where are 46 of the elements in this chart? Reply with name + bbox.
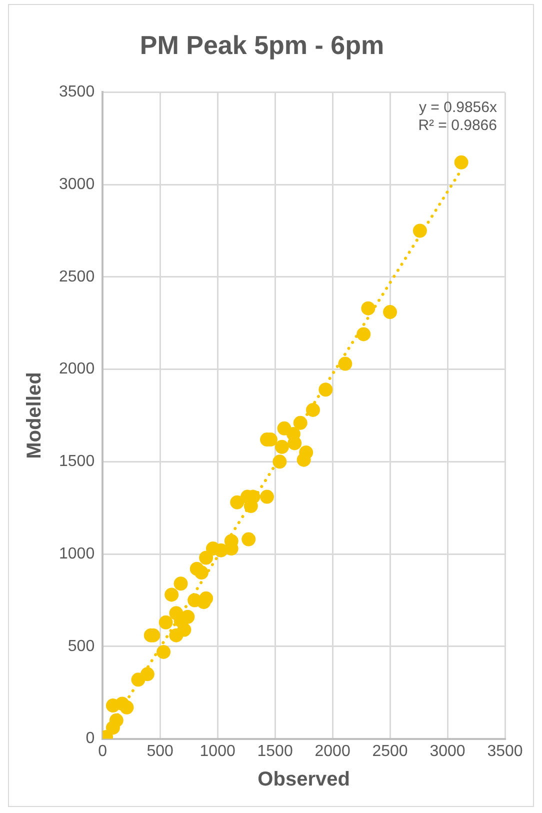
point bbox=[383, 305, 398, 320]
point bbox=[230, 495, 244, 510]
chart-title: PM Peak 5pm - 6pm bbox=[140, 30, 384, 60]
point bbox=[174, 576, 188, 591]
point bbox=[260, 490, 274, 504]
y-tick-label: 1500 bbox=[59, 453, 95, 470]
x-tick-label: 3500 bbox=[487, 742, 523, 760]
x-tick-label: 2500 bbox=[372, 742, 408, 760]
point bbox=[156, 644, 171, 659]
y-tick-label: 1000 bbox=[59, 545, 95, 562]
point bbox=[277, 421, 292, 436]
x-tick-label: 0 bbox=[98, 742, 108, 760]
point bbox=[188, 593, 202, 608]
point bbox=[412, 224, 427, 238]
point bbox=[164, 588, 179, 602]
y-tick-label: 500 bbox=[68, 638, 95, 655]
point bbox=[338, 356, 352, 371]
annotation: R² = 0.9866 bbox=[418, 116, 497, 134]
point bbox=[454, 155, 468, 170]
x-tick-label: 1500 bbox=[257, 742, 293, 760]
y-axis-title: Modelled bbox=[24, 372, 46, 459]
point bbox=[356, 327, 371, 342]
point bbox=[190, 562, 204, 576]
x-axis-title: Observed bbox=[258, 768, 350, 791]
annotation: y = 0.9856x bbox=[419, 98, 498, 116]
x-tick-label: 2000 bbox=[314, 742, 350, 760]
point bbox=[158, 615, 173, 630]
point bbox=[274, 440, 289, 454]
point bbox=[306, 402, 320, 417]
x-tick-label: 500 bbox=[146, 742, 174, 760]
y-tick-label: 0 bbox=[86, 730, 95, 748]
point bbox=[296, 452, 311, 467]
y-tick-label: 3000 bbox=[59, 176, 95, 193]
point bbox=[206, 542, 220, 556]
y-tick-label: 2500 bbox=[59, 268, 95, 286]
point bbox=[361, 301, 376, 316]
y-tick-label: 2000 bbox=[59, 360, 95, 378]
y-tick-label: 3500 bbox=[59, 84, 95, 101]
x-tick-label: 3000 bbox=[430, 742, 466, 760]
point bbox=[242, 532, 256, 546]
point bbox=[106, 698, 120, 713]
point bbox=[318, 382, 333, 397]
point bbox=[199, 550, 214, 565]
point bbox=[272, 454, 287, 469]
x-tick-label: 1000 bbox=[200, 742, 236, 760]
point bbox=[169, 628, 184, 642]
